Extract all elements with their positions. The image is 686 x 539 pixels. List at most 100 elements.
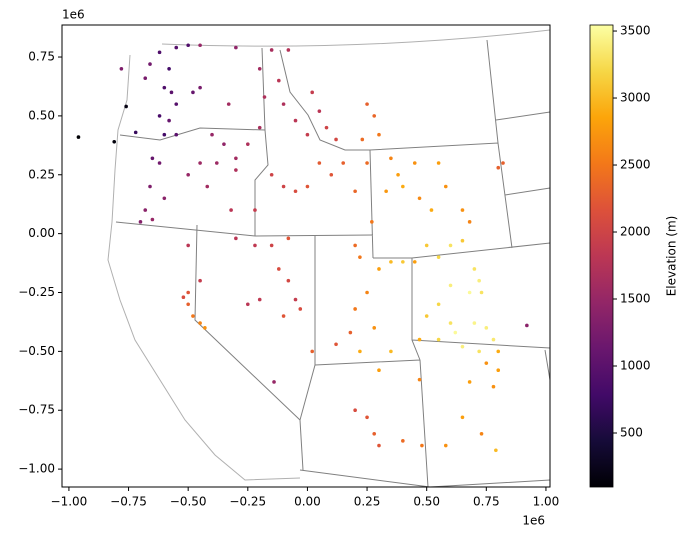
point: [389, 156, 393, 161]
point: [429, 208, 434, 212]
point: [286, 278, 291, 283]
point: [214, 161, 219, 165]
point: [348, 330, 353, 335]
point: [396, 172, 400, 177]
point: [417, 377, 422, 382]
graticule: [161, 29, 551, 47]
point: [479, 431, 484, 436]
point: [472, 321, 477, 325]
point: [277, 267, 281, 271]
point: [246, 302, 250, 307]
point: [467, 220, 472, 224]
point: [420, 443, 424, 448]
point: [460, 238, 465, 243]
point: [203, 326, 207, 330]
point: [467, 380, 472, 384]
point: [191, 90, 195, 95]
point: [148, 184, 152, 189]
point: [377, 443, 381, 448]
point: [401, 439, 405, 443]
point: [372, 431, 377, 436]
point: [384, 189, 388, 194]
point: [436, 302, 441, 307]
point: [494, 448, 498, 453]
x-tick-label: −1.00: [51, 495, 88, 509]
point: [222, 142, 226, 146]
point: [353, 189, 357, 194]
point: [477, 278, 481, 283]
point: [317, 161, 322, 165]
point: [372, 114, 377, 118]
point: [412, 260, 417, 264]
point: [293, 297, 298, 302]
point: [501, 161, 505, 165]
point: [205, 184, 210, 189]
x-tick-label: 0.00: [294, 495, 321, 509]
point: [234, 168, 238, 172]
point: [277, 78, 281, 83]
colorbar-tick-label: 500: [620, 426, 643, 440]
point: [167, 118, 171, 123]
point: [143, 76, 148, 81]
y-tick-label: −1.00: [18, 462, 55, 476]
point: [226, 102, 231, 106]
point: [157, 161, 162, 165]
point: [186, 43, 190, 48]
point: [281, 102, 286, 106]
point: [496, 368, 501, 373]
point: [417, 337, 422, 342]
point: [377, 368, 381, 373]
point: [234, 236, 238, 241]
point: [479, 290, 484, 295]
y-tick-label: 0.00: [28, 226, 55, 240]
point: [389, 260, 393, 264]
point: [365, 415, 369, 420]
point: [310, 90, 315, 95]
point: [360, 137, 365, 142]
point: [443, 443, 448, 448]
point: [491, 337, 496, 342]
point: [472, 267, 477, 271]
point: [133, 130, 138, 135]
point: [484, 326, 489, 330]
point: [436, 337, 441, 342]
point: [269, 48, 274, 52]
point: [448, 283, 453, 288]
point: [76, 135, 81, 139]
x-tick-label: −0.50: [170, 495, 207, 509]
x-tick-label: 1.00: [533, 495, 560, 509]
point: [496, 349, 501, 354]
point: [186, 243, 190, 248]
point: [310, 349, 315, 354]
y-tick-label: 0.25: [28, 167, 55, 181]
point: [484, 361, 489, 365]
colorbar-label: Elevation (m): [665, 216, 679, 297]
plot-frame: [61, 24, 551, 488]
point: [491, 384, 496, 389]
point: [186, 172, 190, 177]
point: [162, 132, 167, 137]
colorbar-tick-label: 2500: [620, 158, 651, 172]
point: [150, 217, 155, 222]
point: [186, 290, 190, 295]
x-offset-label: 1e6: [522, 514, 545, 528]
point: [162, 85, 167, 90]
point: [124, 104, 128, 109]
x-tick-label: 0.75: [473, 495, 500, 509]
colorbar-tick-label: 1500: [620, 292, 651, 306]
point: [269, 172, 274, 177]
point: [162, 196, 167, 201]
point: [262, 95, 267, 99]
x-tick-label: −0.75: [110, 495, 147, 509]
point: [401, 184, 405, 189]
point: [365, 102, 369, 106]
x-tick-label: −0.25: [229, 495, 266, 509]
point: [286, 48, 291, 52]
point: [305, 132, 310, 137]
point: [377, 267, 381, 271]
y-tick-label: 0.75: [28, 50, 55, 64]
point: [148, 62, 152, 66]
colorbar-tick-label: 3000: [620, 91, 651, 105]
y-tick-label: −0.75: [18, 403, 55, 417]
point: [460, 344, 465, 349]
